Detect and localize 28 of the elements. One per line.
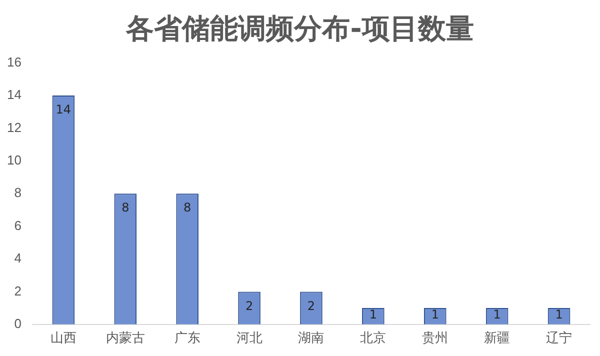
data-label: 2 bbox=[307, 298, 316, 313]
y-tick-label: 8 bbox=[14, 185, 22, 200]
y-tick-label: 10 bbox=[6, 152, 22, 168]
data-label: 14 bbox=[56, 102, 72, 117]
y-tick-label: 12 bbox=[6, 120, 22, 135]
x-tick-label: 山西 bbox=[50, 330, 76, 345]
y-tick-label: 6 bbox=[14, 218, 22, 233]
y-tick-label: 2 bbox=[14, 283, 22, 298]
data-label: 8 bbox=[184, 200, 192, 215]
data-label: 2 bbox=[245, 298, 254, 313]
data-label: 1 bbox=[431, 307, 439, 322]
data-label: 1 bbox=[493, 307, 501, 322]
data-label: 1 bbox=[369, 307, 377, 322]
x-tick-label: 内蒙古 bbox=[106, 330, 145, 345]
y-tick-label: 14 bbox=[6, 87, 22, 102]
data-label: 1 bbox=[555, 307, 563, 322]
x-tick-label: 湖南 bbox=[298, 330, 324, 345]
y-tick-label: 4 bbox=[14, 250, 22, 266]
x-tick-label: 辽宁 bbox=[546, 330, 572, 345]
x-tick-label: 新疆 bbox=[484, 330, 510, 345]
y-tick-label: 0 bbox=[14, 316, 22, 331]
y-tick-label: 16 bbox=[6, 54, 22, 70]
data-label: 8 bbox=[122, 200, 130, 215]
x-tick-label: 广东 bbox=[174, 330, 200, 345]
x-tick-label: 北京 bbox=[360, 330, 386, 345]
x-tick-label: 贵州 bbox=[422, 330, 448, 345]
x-tick-label: 河北 bbox=[236, 330, 262, 345]
chart-title: 各省储能调频分布-项目数量 bbox=[124, 11, 475, 47]
